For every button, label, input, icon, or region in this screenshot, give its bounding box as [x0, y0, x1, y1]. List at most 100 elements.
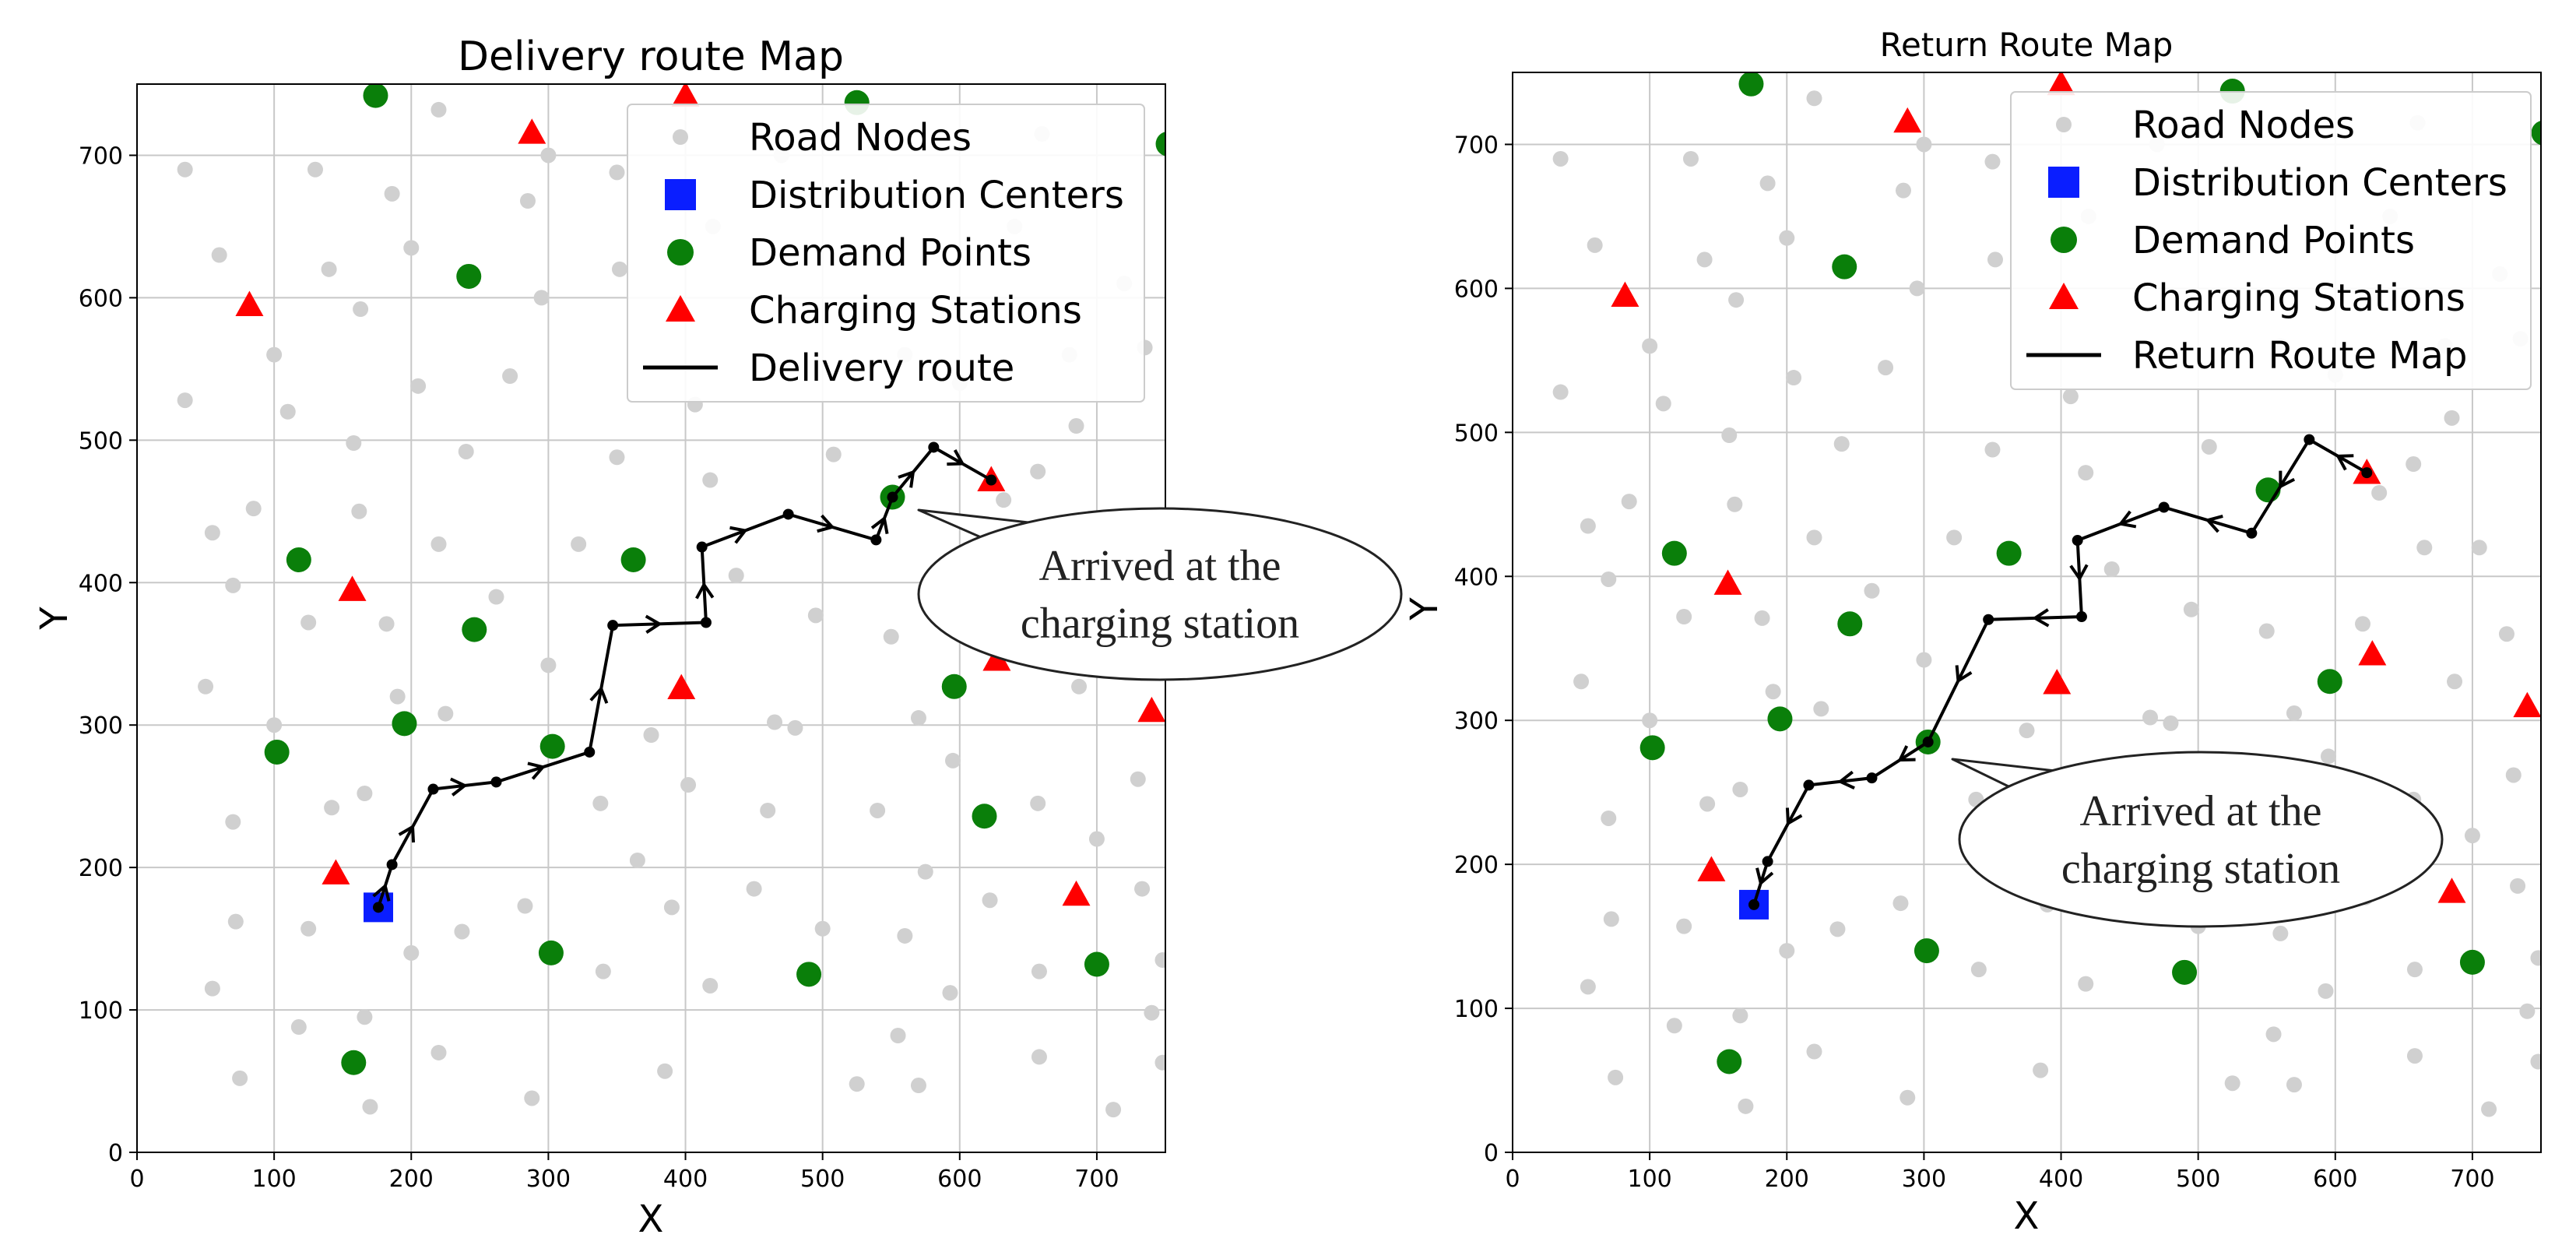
legend-label: Demand Points	[2132, 219, 2415, 262]
road-node	[1144, 1004, 1160, 1021]
road-node	[1552, 150, 1569, 167]
demand-point	[456, 263, 482, 289]
road-node	[2033, 1062, 2049, 1078]
route-waypoint	[2361, 467, 2373, 479]
callout-joint	[2013, 775, 2079, 802]
y-tick-label: 0	[108, 1140, 123, 1167]
x-tick-label: 500	[2176, 1166, 2220, 1193]
route-direction-arrow	[870, 515, 889, 534]
y-tick-label: 300	[79, 712, 123, 740]
road-node	[458, 443, 474, 459]
route-waypoint	[696, 541, 708, 553]
road-node	[702, 977, 719, 994]
demand-point	[2172, 959, 2198, 985]
charging-station	[1137, 696, 1165, 723]
road-node	[540, 147, 557, 164]
route-direction-arrow	[589, 685, 609, 704]
road-node	[2286, 1077, 2302, 1093]
legend-marker-charging	[2049, 283, 2079, 309]
road-node	[211, 247, 227, 263]
road-node	[378, 616, 395, 632]
axis-ticks: 0 100 200 300 400 500 600 700 0 100 200 300 400 500 60…	[79, 142, 1119, 1193]
callout-text-line1: Arrived at the	[2080, 787, 2322, 835]
charging-station	[2513, 691, 2541, 718]
road-node	[996, 492, 1012, 508]
road-node	[1970, 962, 1987, 978]
route-layer	[1748, 434, 2373, 910]
legend: Road Nodes Distribution Centers Demand Poi…	[2010, 91, 2532, 390]
road-node	[814, 920, 831, 937]
x-tick-label: 600	[937, 1166, 982, 1193]
charging-station	[322, 859, 350, 884]
demand-point	[972, 804, 997, 829]
road-node	[403, 944, 420, 961]
road-node	[519, 193, 536, 209]
road-node	[1779, 943, 1795, 959]
road-node	[680, 777, 697, 793]
legend-label: Road Nodes	[749, 116, 972, 160]
road-node	[571, 536, 587, 552]
route-direction-arrow	[1897, 745, 1916, 762]
road-node	[266, 717, 283, 733]
road-node	[351, 503, 367, 519]
road-node	[1864, 582, 1880, 599]
road-node	[1878, 360, 1894, 376]
callout-text-line2: charging station	[2061, 845, 2340, 893]
road-nodes-layer	[1552, 90, 2541, 1117]
road-node	[1655, 396, 1671, 412]
road-node	[362, 1099, 378, 1115]
demand-point	[264, 739, 290, 765]
route-waypoint	[1922, 736, 1934, 747]
route-waypoint	[607, 620, 619, 631]
y-tick-label: 400	[79, 570, 123, 597]
charging-station	[671, 84, 700, 107]
route-waypoint	[782, 508, 794, 520]
road-node	[533, 290, 550, 306]
road-node	[266, 346, 283, 363]
legend-marker-demand	[667, 239, 694, 266]
demand-point	[1717, 1049, 1742, 1074]
chart-title: Delivery route Map	[458, 33, 844, 80]
road-node	[1134, 881, 1151, 897]
road-node	[611, 261, 627, 277]
road-node	[524, 1090, 540, 1106]
road-node	[1068, 418, 1084, 434]
route-waypoint	[2304, 434, 2315, 445]
y-tick-label: 600	[79, 285, 123, 312]
y-tick-label: 100	[79, 997, 123, 1025]
road-node	[1580, 518, 1596, 534]
demand-point	[286, 547, 311, 572]
road-node	[787, 719, 803, 736]
road-node	[1806, 90, 1822, 107]
road-node	[870, 802, 886, 818]
callout-joint	[986, 528, 1059, 554]
x-axis-label: X	[2014, 1194, 2040, 1238]
demand-point	[1155, 132, 1165, 156]
road-node	[1984, 153, 2001, 170]
demand-point	[1084, 951, 1109, 977]
road-node	[1154, 952, 1165, 969]
road-node	[1587, 237, 1603, 253]
axis-ticks: 0 100 200 300 400 500 600 700 0 100 200 300 400 500 60…	[1454, 132, 2495, 1193]
legend-marker-demand	[2051, 227, 2077, 253]
road-node	[1779, 230, 1795, 246]
road-node	[1552, 384, 1569, 400]
road-node	[321, 261, 337, 277]
legend-marker-charging	[666, 295, 695, 322]
route-waypoint	[700, 617, 712, 628]
demand-point	[941, 673, 967, 699]
road-node	[1984, 441, 2001, 458]
legend-label: Demand Points	[749, 231, 1031, 275]
road-node	[1666, 1018, 1682, 1034]
legend-marker-distribution	[2048, 167, 2079, 198]
road-node	[431, 101, 447, 118]
demand-point	[341, 1050, 367, 1075]
road-node	[1608, 1069, 1624, 1085]
x-tick-label: 300	[1902, 1166, 1946, 1193]
x-tick-label: 600	[2313, 1166, 2357, 1193]
demand-point	[1914, 938, 1939, 964]
route-direction-arrow	[449, 777, 468, 797]
legend-marker-road	[2056, 117, 2072, 132]
road-node	[300, 614, 317, 631]
road-node	[454, 923, 470, 940]
